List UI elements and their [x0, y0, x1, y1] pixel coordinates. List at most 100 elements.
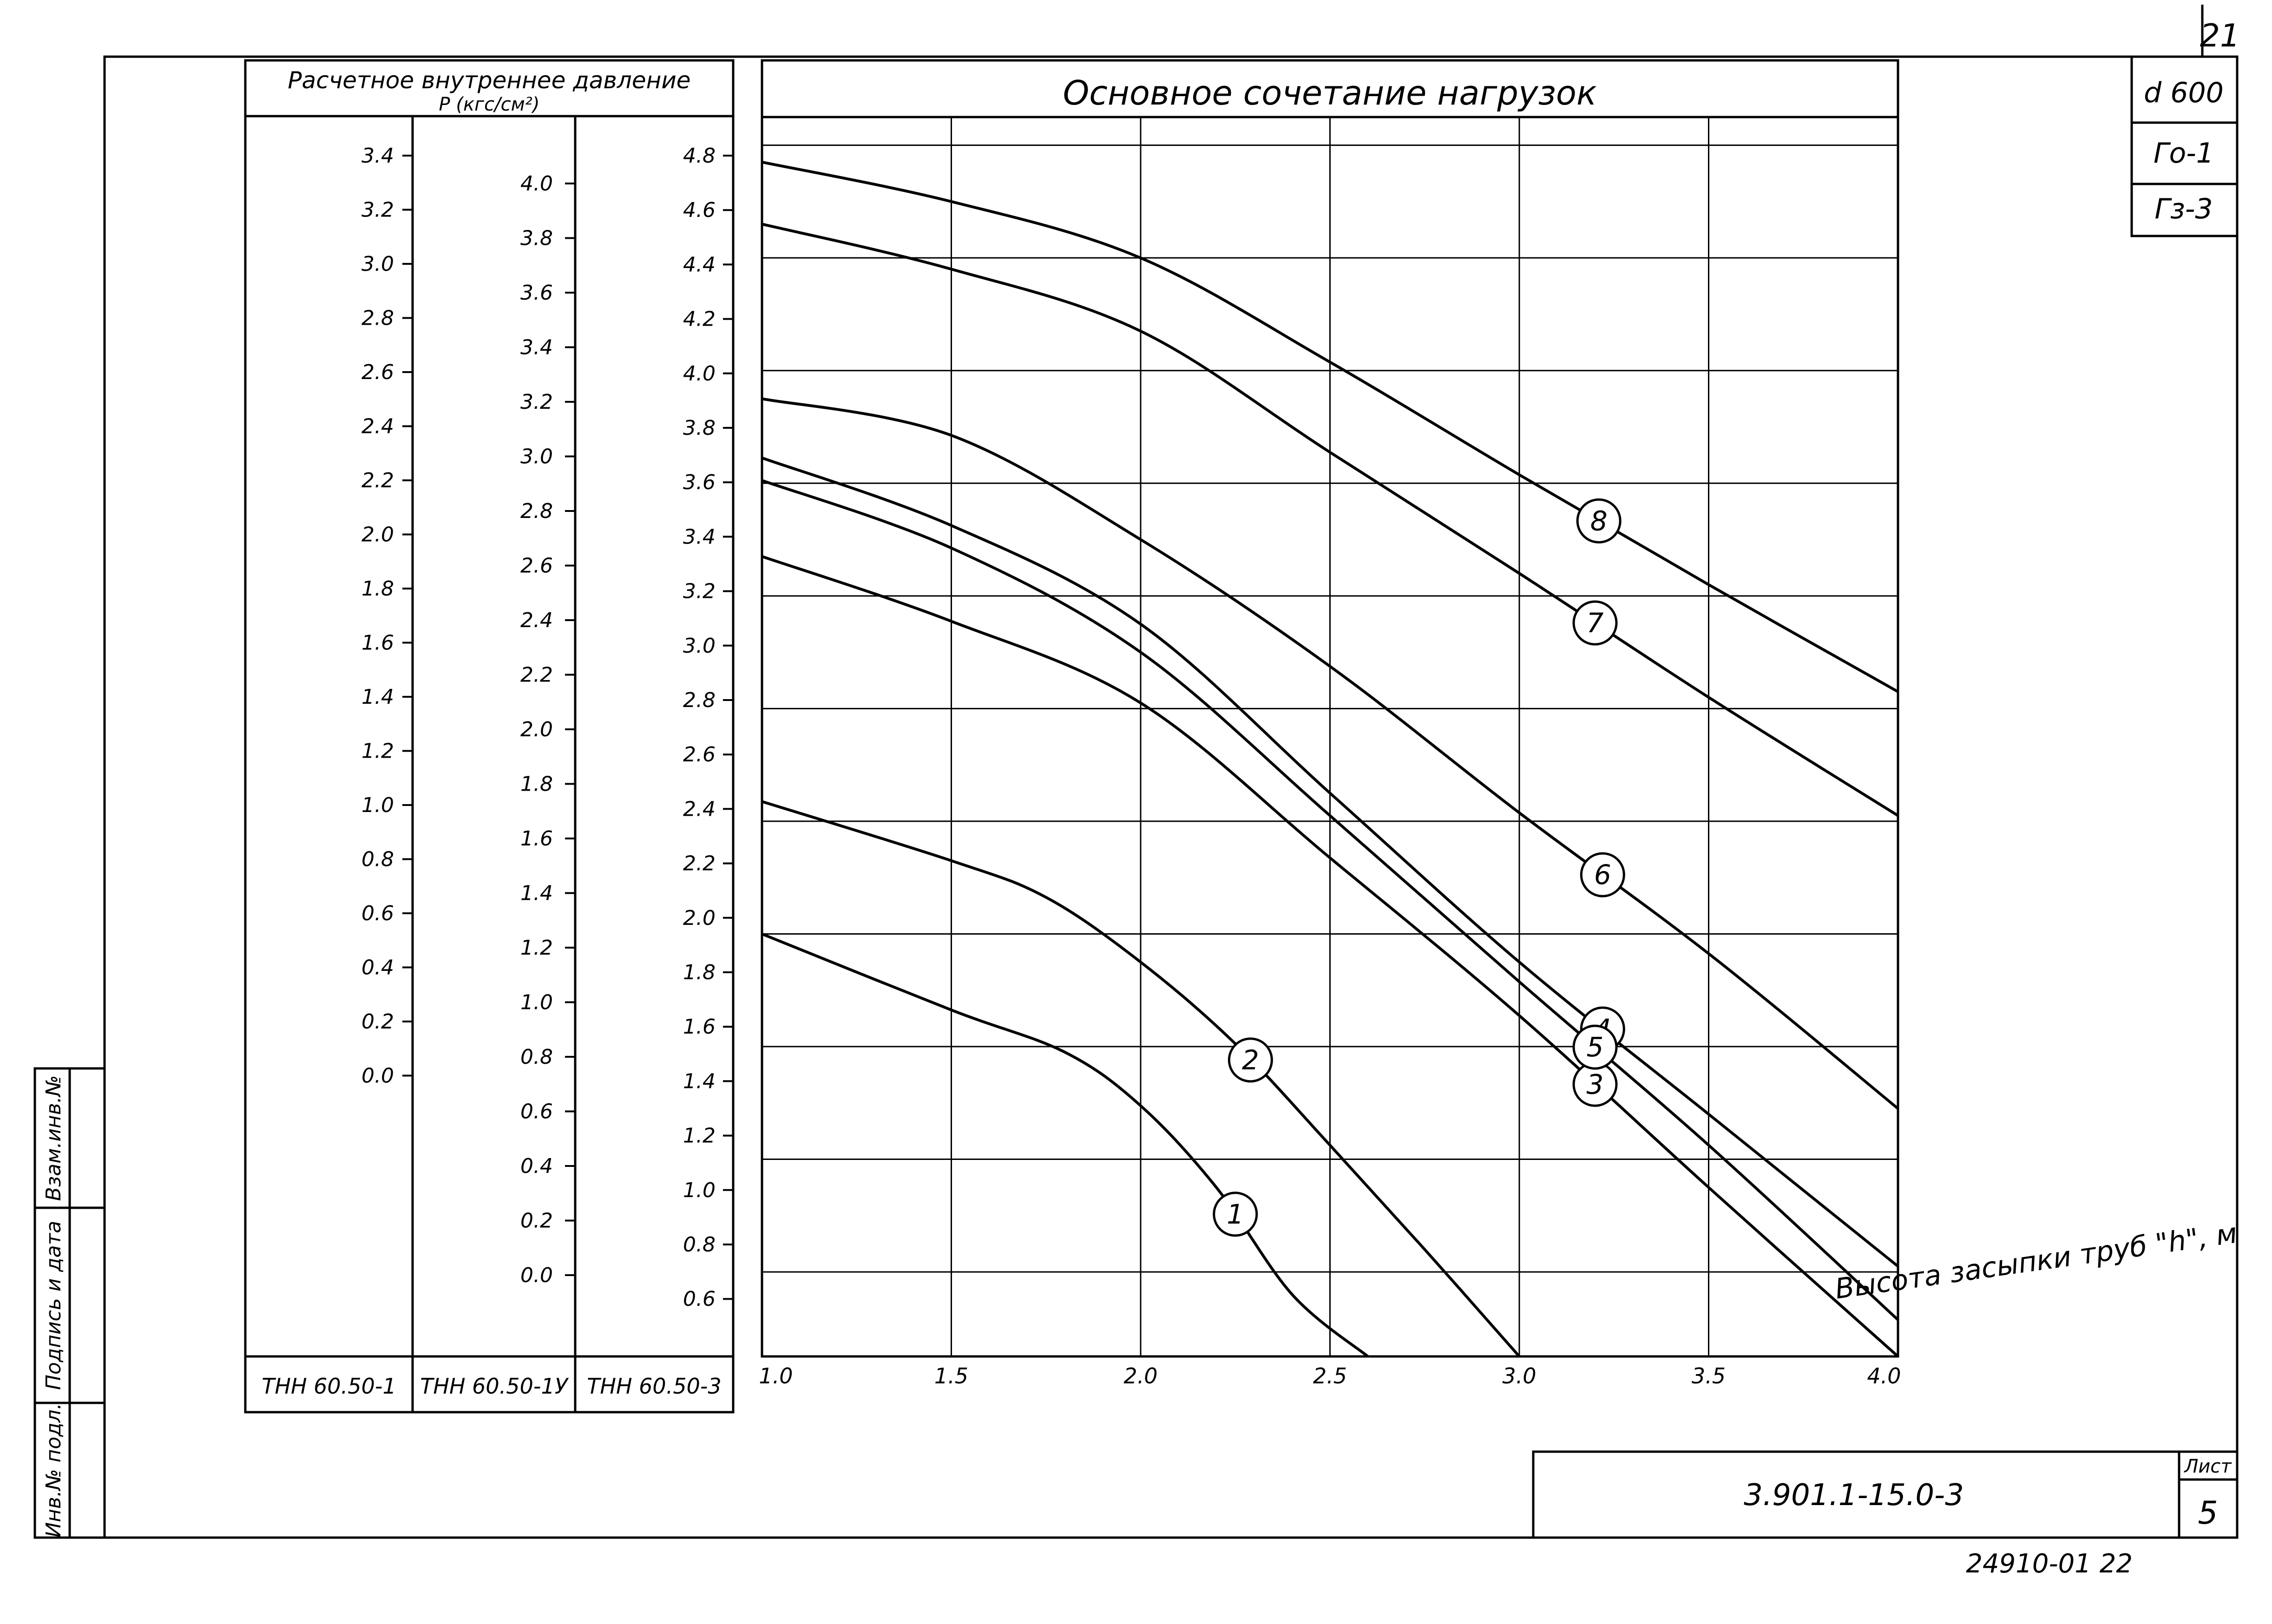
scale-value: 1.2 [361, 740, 394, 763]
scale-value: 4.4 [683, 253, 716, 276]
chart-curves [761, 161, 1899, 1358]
stamp-code-1: d 600 [2144, 77, 2224, 109]
scale-value: 3.0 [361, 252, 394, 276]
scale-value: 2.6 [520, 554, 553, 578]
scale-value: 1.4 [520, 882, 553, 905]
scale-value: 2.8 [683, 688, 716, 712]
scale-value: 0.6 [520, 1100, 553, 1124]
scale-value: 1.0 [520, 991, 553, 1015]
column-name-1: ТНН 60.50-1 [262, 1374, 396, 1399]
scale-value: 2.0 [361, 523, 394, 547]
scale-value: 3.6 [683, 471, 716, 494]
scale-value: 2.6 [361, 360, 394, 384]
scale-value: 2.2 [361, 469, 394, 492]
document-code: 3.901.1-15.0-3 [1744, 1478, 1964, 1513]
corner-number: 21 [2200, 18, 2240, 54]
scale-value: 0.8 [683, 1233, 716, 1257]
x-tick-label: 1.5 [934, 1363, 968, 1388]
marker-circle [1572, 600, 1618, 646]
scale-value: 0.2 [361, 1010, 394, 1034]
curve-marker-6: 6 [1580, 852, 1625, 897]
scale-value: 4.0 [520, 172, 553, 196]
x-tick-label: 2.5 [1313, 1363, 1347, 1388]
marker-circle [1228, 1037, 1273, 1083]
scale-value: 4.2 [683, 308, 716, 331]
scale-value: 1.2 [520, 936, 553, 960]
scale-value: 2.2 [683, 852, 716, 876]
table-header-units: P (кгс/см²) [439, 94, 540, 115]
scale-value: 1.8 [361, 577, 394, 601]
scale-value: 2.4 [683, 797, 716, 821]
pressure-scale-2: 4.0 3.8 3.6 3.4 3.2 3.0 2.8 2.6 2.4 2.2 2.0 1.8 1.6 1… [520, 172, 575, 1287]
curve-6 [762, 397, 1899, 1110]
stamp-code-2: Го-1 [2154, 137, 2214, 170]
pressure-scale-3: 4.8 4.6 4.4 4.2 4.0 3.8 3.6 3.4 3.2 3.0 2.8 2.6 2.4 2… [683, 144, 733, 1311]
curve-1 [761, 932, 1369, 1358]
scale-value: 2.4 [361, 415, 394, 439]
marker-circle [1572, 1024, 1618, 1070]
scale-value: 0.6 [683, 1287, 716, 1311]
scale-value: 2.6 [683, 743, 716, 766]
curve-3 [762, 555, 1899, 1358]
pressure-scale-1: 3.4 3.2 3.0 2.8 2.6 2.4 2.2 2.0 1.8 1.6 1.4 1.2 1.0 0… [361, 144, 413, 1088]
curve-marker-1: 1 [1213, 1192, 1258, 1237]
curve-7 [762, 223, 1899, 817]
curve-marker-8: 8 [1576, 498, 1622, 544]
x-tick-label: 1.0 [759, 1363, 793, 1388]
scale-value: 1.6 [683, 1015, 716, 1039]
scale-value: 2.2 [520, 663, 553, 687]
curve-label: 8 [1590, 505, 1608, 537]
scale-value: 2.0 [520, 718, 553, 741]
scale-value: 3.2 [520, 390, 553, 414]
x-tick-label: 4.0 [1867, 1363, 1901, 1388]
column-name-2: ТНН 60.50-1У [420, 1374, 569, 1399]
chart-title: Основное сочетание нагрузок [1063, 73, 1597, 112]
scale-value: 3.2 [361, 198, 394, 222]
scale-value: 0.0 [361, 1064, 394, 1088]
sheet-frame [103, 55, 2239, 1539]
scale-value: 1.4 [683, 1069, 716, 1093]
side-label-replacement: Взам.инв.№ [42, 1075, 66, 1201]
scale-value: 3.4 [361, 144, 394, 168]
scale-value: 3.2 [683, 580, 716, 603]
scale-value: 4.8 [683, 144, 716, 168]
curve-markers: 12345678 [1213, 498, 1625, 1237]
scale-value: 3.4 [520, 336, 553, 360]
sheet-number: 5 [2198, 1495, 2218, 1532]
scale-value: 2.0 [683, 906, 716, 930]
scale-value: 3.8 [683, 416, 716, 440]
scale-value: 1.6 [520, 827, 553, 851]
scale-value: 1.2 [683, 1124, 716, 1148]
scale-value: 4.6 [683, 198, 716, 222]
table-header: Расчетное внутреннее давление [288, 67, 690, 94]
curve-label: 1 [1227, 1198, 1244, 1230]
side-strip: Инв.№ подл. Подпись и дата Взам.инв.№ [33, 1067, 106, 1539]
marker-circle [1213, 1192, 1258, 1237]
curve-label: 3 [1587, 1068, 1604, 1100]
corner-number-box: 21 [2200, 5, 2240, 57]
curve-4 [761, 456, 1899, 1268]
title-block: 3.901.1-15.0-3 Лист 5 [1532, 1450, 2239, 1539]
scale-value: 0.6 [361, 902, 394, 925]
pressure-table: Расчетное внутреннее давление P (кгс/см²… [244, 59, 735, 1414]
stamp-code-3: Гз-3 [2154, 193, 2213, 225]
curve-label: 2 [1242, 1044, 1259, 1076]
curve-label: 6 [1594, 859, 1611, 891]
scale-value: 3.6 [520, 281, 553, 305]
scale-value: 0.0 [520, 1264, 553, 1287]
scale-value: 2.8 [520, 499, 553, 523]
scale-value: 1.0 [361, 793, 394, 817]
marker-circle [1580, 852, 1625, 897]
scale-value: 1.8 [520, 773, 553, 796]
scale-value: 3.4 [683, 525, 716, 549]
scale-value: 3.8 [520, 227, 553, 250]
bottom-number: 24910-01 22 [1966, 1549, 2133, 1579]
curve-marker-2: 2 [1228, 1037, 1273, 1083]
x-tick-label: 3.5 [1692, 1363, 1726, 1388]
curve-5 [761, 479, 1899, 1321]
side-label-signature: Подпись и дата [42, 1221, 66, 1390]
scale-value: 3.0 [683, 634, 716, 658]
side-label-inventory: Инв.№ подл. [42, 1403, 66, 1538]
curve-2 [762, 800, 1521, 1357]
